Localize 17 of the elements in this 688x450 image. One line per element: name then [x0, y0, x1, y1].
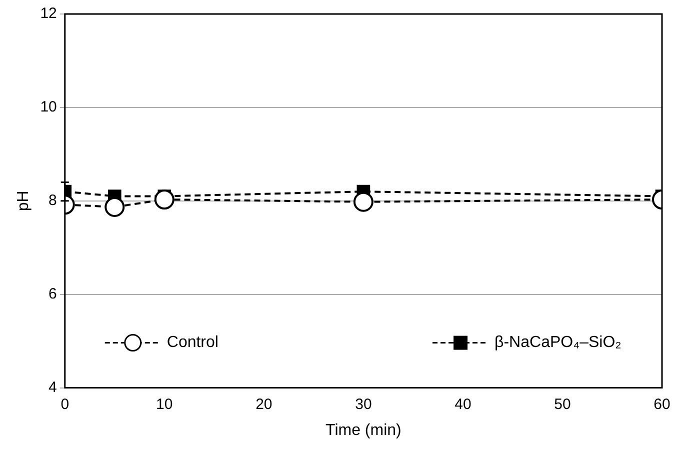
x-tick-label: 30	[355, 396, 372, 413]
y-tick-label: 8	[48, 192, 57, 210]
legend-label: Control	[166, 334, 218, 352]
y-tick-label: 4	[48, 378, 57, 396]
x-tick-label: 10	[156, 396, 173, 413]
y-tick-label: 12	[40, 5, 57, 22]
y-axis-title: pH	[15, 190, 32, 212]
x-tick-label: 40	[454, 396, 472, 413]
y-tick-label: 10	[40, 98, 57, 116]
y-tick-label: 6	[48, 285, 57, 302]
x-tick-label: 60	[654, 396, 670, 413]
x-tick-label: 0	[60, 396, 70, 413]
x-axis-title: Time (min)	[326, 422, 402, 439]
point	[353, 192, 374, 212]
legend-label: β-NaCaPO₄–SiO₂	[494, 334, 622, 352]
x-tick-label: 20	[256, 396, 272, 413]
x-tick-label: 50	[554, 396, 571, 413]
